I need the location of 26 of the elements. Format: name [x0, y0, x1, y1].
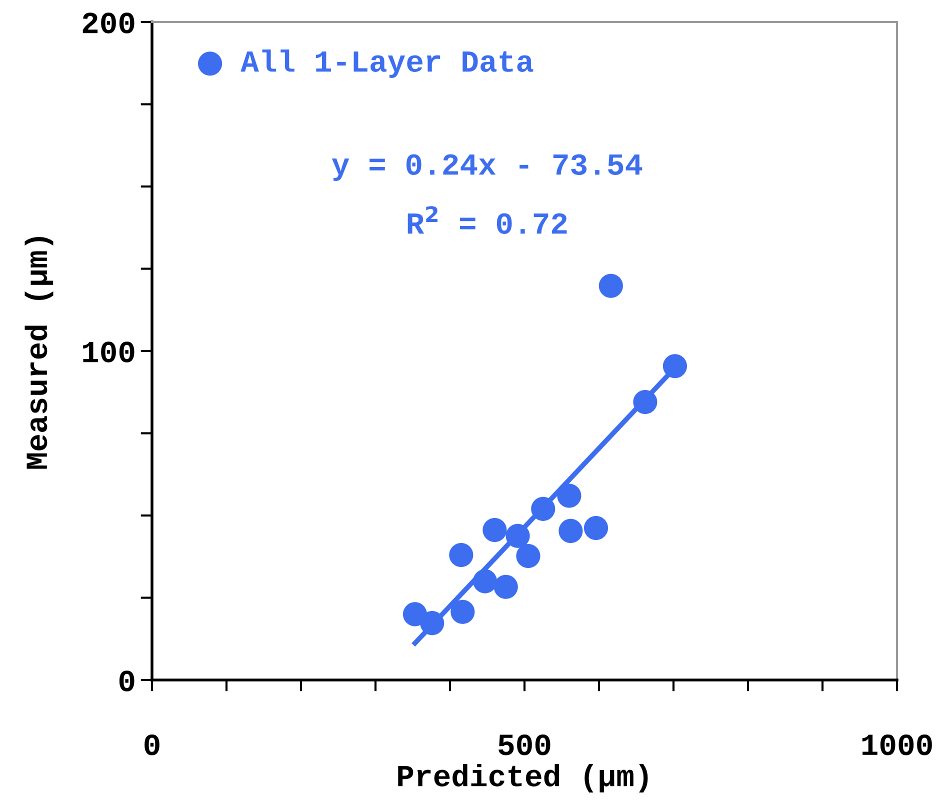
point: [531, 496, 556, 521]
y-axis-title: Measured (µm): [24, 236, 54, 469]
annotation: R$^{2}$ = 0.72: [408, 206, 567, 234]
y-tick-label: 200: [82, 12, 134, 34]
point: [584, 516, 608, 540]
point: [450, 600, 475, 624]
point: [420, 611, 444, 636]
x-tick-label: 0: [144, 734, 160, 756]
annotation: y = 0.24x - 73.54: [332, 154, 642, 181]
legend-label: All 1-Layer Data: [240, 50, 534, 78]
x-axis-title: Predicted (µm): [398, 764, 648, 793]
point: [558, 518, 583, 543]
point: [506, 524, 530, 548]
x-tick-label: 500: [498, 734, 550, 756]
point: [449, 542, 474, 568]
y-tick-label: 100: [83, 342, 134, 362]
point: [494, 574, 518, 599]
point: [662, 354, 688, 378]
point: [482, 518, 507, 542]
point: [598, 274, 623, 298]
x-tick-label: 1000: [862, 734, 932, 756]
y-tick-label: 0: [119, 670, 134, 692]
point: [516, 544, 540, 568]
point: [557, 484, 582, 508]
point: [472, 569, 498, 594]
point: [633, 390, 658, 414]
